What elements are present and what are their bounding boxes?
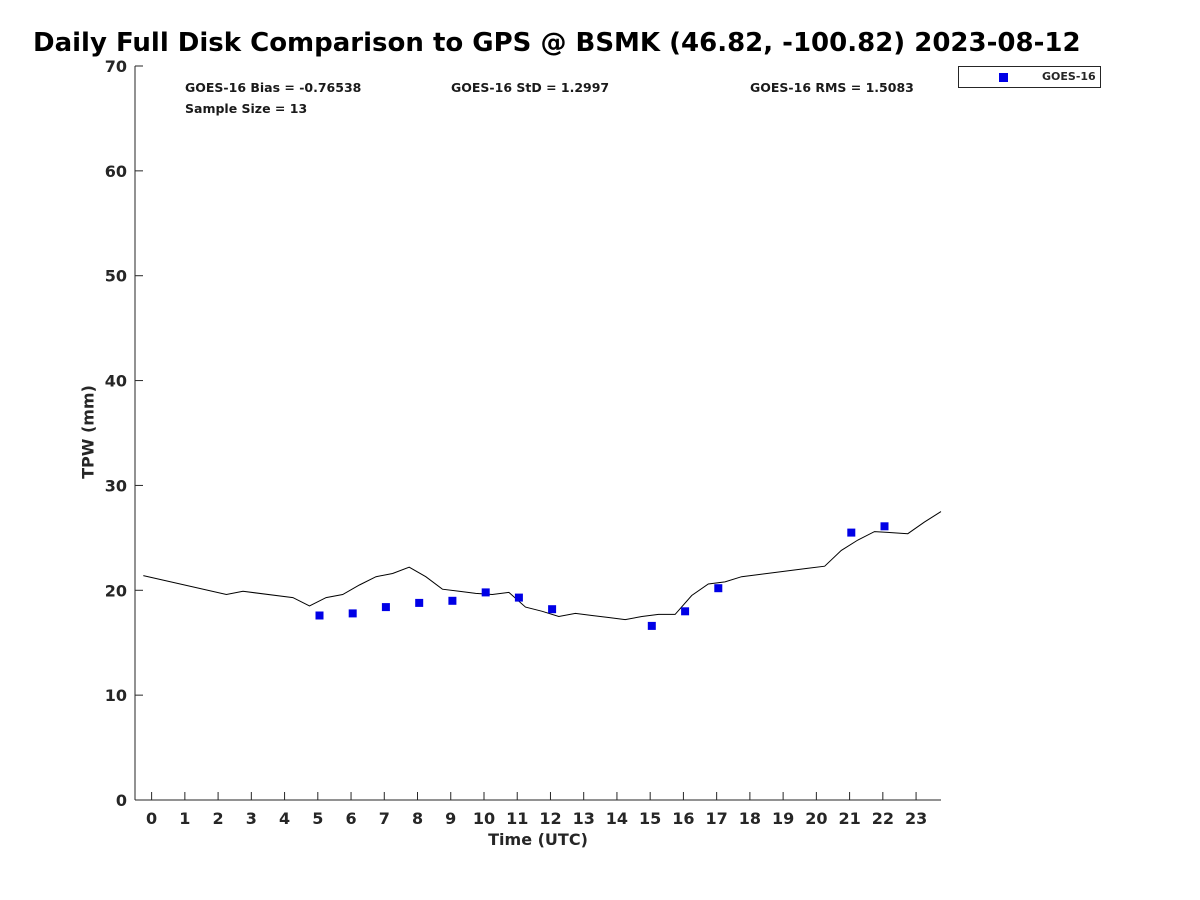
bias-stat: GOES-16 Bias = -0.76538 <box>185 80 362 95</box>
y-tick-label: 70 <box>105 57 127 76</box>
x-tick-label: 10 <box>473 809 495 828</box>
legend: GOES-16 <box>958 66 1101 88</box>
gps-line-series <box>143 511 942 621</box>
goes16-point <box>647 621 656 630</box>
x-tick-label: 8 <box>412 809 423 828</box>
x-tick-label: 9 <box>445 809 456 828</box>
legend-label: GOES-16 <box>1042 70 1096 83</box>
y-tick-label: 30 <box>105 476 127 495</box>
x-tick-label: 15 <box>639 809 661 828</box>
x-tick-label: 16 <box>672 809 694 828</box>
x-tick-label: 17 <box>706 809 728 828</box>
x-tick-label: 5 <box>312 809 323 828</box>
x-tick-label: 3 <box>246 809 257 828</box>
goes16-point <box>448 596 457 605</box>
y-tick-label: 50 <box>105 267 127 286</box>
goes16-point <box>681 607 690 616</box>
x-tick-label: 13 <box>573 809 595 828</box>
y-tick-label: 40 <box>105 372 127 391</box>
x-tick-label: 19 <box>772 809 794 828</box>
goes16-point <box>847 528 856 537</box>
goes16-point <box>415 598 424 607</box>
y-tick-label: 10 <box>105 686 127 705</box>
goes16-point <box>381 603 390 612</box>
y-tick-label: 0 <box>116 791 127 810</box>
goes16-point <box>548 605 557 614</box>
x-tick-label: 4 <box>279 809 290 828</box>
y-tick-label: 60 <box>105 162 127 181</box>
x-tick-label: 1 <box>179 809 190 828</box>
x-tick-label: 23 <box>905 809 927 828</box>
goes16-point <box>348 609 357 618</box>
chart-title: Daily Full Disk Comparison to GPS @ BSMK… <box>33 28 1081 58</box>
sample-size-stat: Sample Size = 13 <box>185 101 308 116</box>
goes16-scatter-series <box>315 522 889 630</box>
x-tick-label: 11 <box>506 809 528 828</box>
x-tick-label: 12 <box>539 809 561 828</box>
x-tick-label: 2 <box>213 809 224 828</box>
x-tick-label: 18 <box>739 809 761 828</box>
x-tick-label: 7 <box>379 809 390 828</box>
goes16-point <box>714 584 723 593</box>
goes16-point <box>481 588 490 597</box>
x-tick-label: 22 <box>872 809 894 828</box>
y-tick-label: 20 <box>105 581 127 600</box>
x-axis-label: Time (UTC) <box>488 830 588 849</box>
x-tick-label: 14 <box>606 809 628 828</box>
x-tick-label: 0 <box>146 809 157 828</box>
x-tick-label: 20 <box>805 809 827 828</box>
goes16-point <box>514 593 523 602</box>
legend-marker-icon <box>999 73 1008 82</box>
std-stat: GOES-16 StD = 1.2997 <box>451 80 610 95</box>
x-tick-label: 21 <box>838 809 860 828</box>
gps-tpw-line <box>143 511 942 621</box>
rms-stat: GOES-16 RMS = 1.5083 <box>750 80 914 95</box>
goes16-point <box>315 611 324 620</box>
x-tick-label: 6 <box>345 809 356 828</box>
goes16-point <box>880 522 889 531</box>
